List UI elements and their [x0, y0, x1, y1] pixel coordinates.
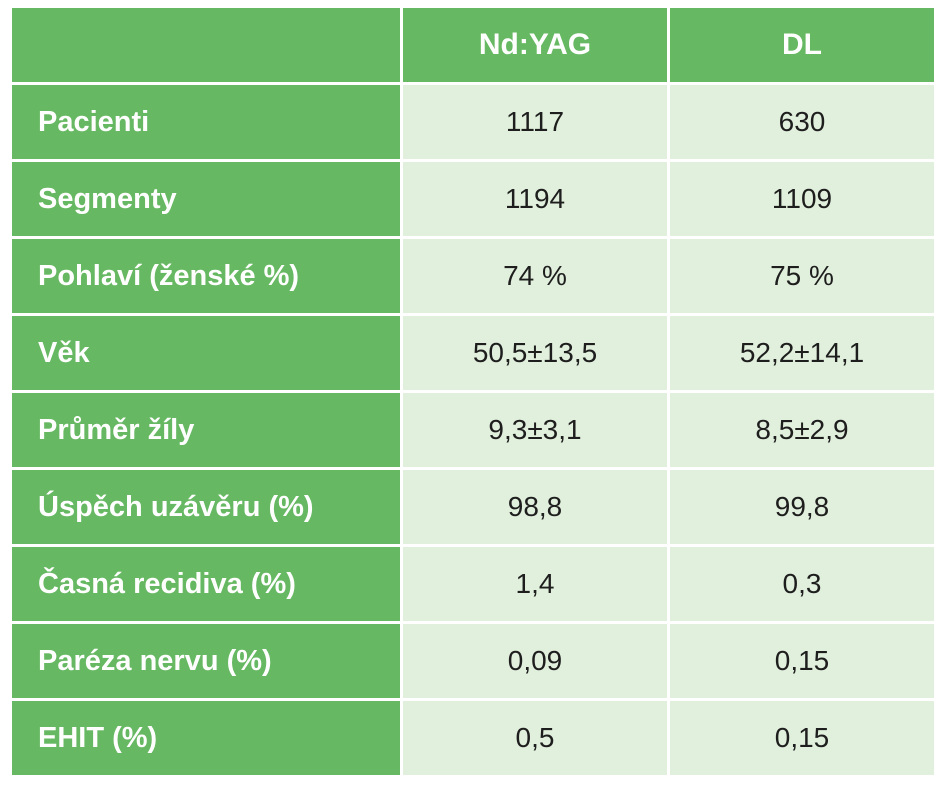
cell-ndyag: 9,3±3,1 [403, 393, 667, 467]
row-label: Segmenty [12, 162, 400, 236]
cell-ndyag: 0,09 [403, 624, 667, 698]
table-row: Časná recidiva (%) 1,4 0,3 [12, 547, 934, 621]
cell-dl: 52,2±14,1 [670, 316, 934, 390]
cell-ndyag: 1,4 [403, 547, 667, 621]
cell-dl: 0,15 [670, 624, 934, 698]
cell-ndyag: 1117 [403, 85, 667, 159]
cell-dl: 75 % [670, 239, 934, 313]
cell-dl: 0,15 [670, 701, 934, 775]
cell-dl: 630 [670, 85, 934, 159]
row-label: Časná recidiva (%) [12, 547, 400, 621]
row-label: EHIT (%) [12, 701, 400, 775]
row-label: Úspěch uzávěru (%) [12, 470, 400, 544]
row-label: Věk [12, 316, 400, 390]
cell-ndyag: 1194 [403, 162, 667, 236]
cell-dl: 99,8 [670, 470, 934, 544]
cell-ndyag: 74 % [403, 239, 667, 313]
table-row: Věk 50,5±13,5 52,2±14,1 [12, 316, 934, 390]
row-label: Pohlaví (ženské %) [12, 239, 400, 313]
cell-dl: 1109 [670, 162, 934, 236]
table-header-row: Nd:YAG DL [12, 8, 934, 82]
cell-dl: 0,3 [670, 547, 934, 621]
table-row: Pacienti 1117 630 [12, 85, 934, 159]
table-row: Segmenty 1194 1109 [12, 162, 934, 236]
row-label: Paréza nervu (%) [12, 624, 400, 698]
column-header-ndyag: Nd:YAG [403, 8, 667, 82]
table-row: Průměr žíly 9,3±3,1 8,5±2,9 [12, 393, 934, 467]
cell-dl: 8,5±2,9 [670, 393, 934, 467]
column-header-dl: DL [670, 8, 934, 82]
header-corner-cell [12, 8, 400, 82]
table-row: Paréza nervu (%) 0,09 0,15 [12, 624, 934, 698]
cell-ndyag: 98,8 [403, 470, 667, 544]
comparison-table: Nd:YAG DL Pacienti 1117 630 Segmenty 119… [9, 5, 937, 778]
row-label: Pacienti [12, 85, 400, 159]
table-row: Pohlaví (ženské %) 74 % 75 % [12, 239, 934, 313]
cell-ndyag: 0,5 [403, 701, 667, 775]
cell-ndyag: 50,5±13,5 [403, 316, 667, 390]
table-row: Úspěch uzávěru (%) 98,8 99,8 [12, 470, 934, 544]
row-label: Průměr žíly [12, 393, 400, 467]
table-row: EHIT (%) 0,5 0,15 [12, 701, 934, 775]
